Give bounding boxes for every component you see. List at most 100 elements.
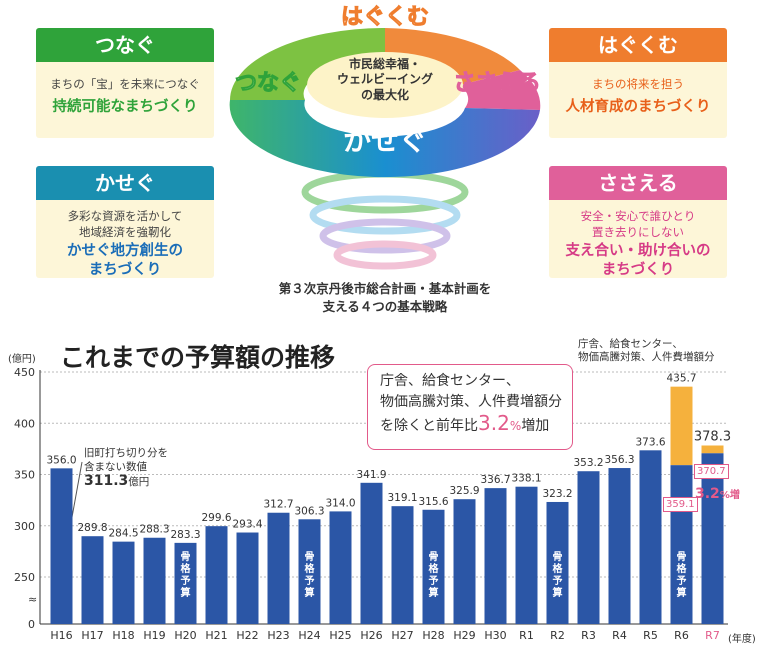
ring-center	[307, 52, 463, 118]
strategy-sub: まちの「宝」を未来につなぐ	[50, 77, 200, 91]
strategy-sub: 地域経済を強靭化	[79, 225, 171, 239]
strategy-main: 持続可能なまちづくり	[52, 99, 198, 115]
ring-segment-hagukumu	[385, 28, 520, 85]
skeleton-budget-label-R6: 格	[677, 562, 688, 575]
x-tick-label-H24: H24	[298, 629, 320, 642]
bar-H26	[360, 482, 383, 624]
skeleton-budget-label-H20: 予	[181, 575, 191, 587]
skeleton-budget-label-H28: 格	[429, 562, 440, 575]
value-label-H25: 314.0	[325, 497, 355, 509]
skeleton-budget-label-H24: 骨	[305, 551, 315, 563]
bar-R4	[608, 468, 631, 624]
value-label-H22: 293.4	[232, 519, 262, 531]
strategy-ring: 市民総幸福・ ウェルビーイング の最大化 はぐくむ つなぐ ささえる かせぐ	[229, 5, 541, 270]
x-tick-label-R2: R2	[550, 629, 565, 642]
value-label-H26: 341.9	[356, 469, 386, 481]
skeleton-budget-label-H24: 算	[304, 586, 315, 599]
bar-H30	[484, 488, 507, 624]
x-tick-label-H25: H25	[329, 629, 351, 642]
bar-H29	[453, 499, 476, 624]
bar-R1	[515, 486, 538, 624]
x-tick-label-H18: H18	[112, 629, 134, 642]
strategy-main: 人材育成のまちづくり	[565, 99, 711, 115]
y-tick-label: 350	[14, 469, 35, 482]
ring-center-line2: ウェルビーイング	[337, 71, 433, 86]
ring-caption-line1: 第３次京丹後市総合計画・基本計画を	[278, 281, 492, 296]
skeleton-budget-label-R6: 骨	[677, 551, 687, 563]
skeleton-budget-label-R2: 予	[553, 575, 563, 587]
x-tick-label-H19: H19	[143, 629, 165, 642]
x-tick-label-H30: H30	[484, 629, 506, 642]
x-tick-label-R4: R4	[612, 629, 627, 642]
x-tick-label-R6: R6	[674, 629, 689, 642]
value-label-H28: 315.6	[418, 496, 448, 508]
value-label-H19: 288.3	[139, 524, 169, 536]
r6-note-line1: 庁舎、給食センター、	[578, 338, 683, 350]
value-label-H24: 306.3	[294, 505, 324, 517]
bar-H18	[112, 541, 135, 624]
skeleton-budget-label-R2: 算	[552, 586, 563, 599]
y-tick-label: 400	[14, 417, 35, 430]
strategy-main: 支え合い・助け合いの	[565, 243, 711, 259]
callout-tail: 増加	[521, 418, 550, 434]
chart-title: これまでの予算額の推移	[60, 343, 336, 372]
x-tick-label-H27: H27	[391, 629, 413, 642]
bar-R2	[546, 501, 569, 624]
bar-H16	[50, 468, 73, 624]
value-label-R3: 353.2	[573, 457, 603, 469]
skeleton-budget-label-R6: 算	[676, 586, 687, 599]
x-tick-label-R5: R5	[643, 629, 658, 642]
ring-segment-tsunagu	[230, 28, 385, 100]
skeleton-budget-label-H24: 予	[305, 575, 315, 587]
ring-label-kasegu: かせぐ	[343, 124, 427, 157]
value-label-R1: 338.1	[511, 473, 541, 485]
r6-base-value-label: 359.1	[663, 497, 698, 512]
ring-label-sasaeru: ささえる	[453, 71, 540, 96]
skeleton-budget-label-R2: 格	[553, 562, 564, 575]
value-label-R2: 323.2	[542, 488, 572, 500]
value-label-H29: 325.9	[449, 485, 479, 497]
x-tick-label-H29: H29	[453, 629, 475, 642]
x-tick-label-H16: H16	[50, 629, 72, 642]
callout-line2: 物価高騰対策、人件費増額分	[380, 394, 562, 410]
h16-leader-line	[71, 461, 83, 521]
spiral-decoration	[301, 170, 469, 270]
y-tick-label: 0	[28, 618, 35, 631]
strategy-card-sasaeru: ささえる 安全・安心で誰ひとり 置き去りにしない 支え合い・助け合いの まちづく…	[549, 166, 727, 278]
strategy-heading: はぐくむ	[549, 28, 727, 62]
y-tick-label: 450	[14, 366, 35, 379]
y-tick-label: 300	[14, 520, 35, 533]
callout-line3: を除くと前年比	[380, 418, 478, 434]
x-tick-label-H22: H22	[236, 629, 258, 642]
skeleton-budget-label-H24: 格	[305, 562, 316, 575]
bar-H22	[236, 532, 259, 624]
bar-H27	[391, 506, 414, 624]
ring-center-line3: の最大化	[361, 87, 409, 102]
r7-base-value-label: 370.7	[694, 464, 729, 479]
x-tick-label-H21: H21	[205, 629, 227, 642]
skeleton-budget-label-H20: 算	[180, 586, 191, 599]
skeleton-budget-label-R2: 骨	[553, 551, 563, 563]
strategy-card-tsunagu: つなぐ まちの「宝」を未来につなぐ 持続可能なまちづくり	[36, 28, 214, 138]
h16-note-unit: 億円	[128, 476, 150, 488]
bar-R5	[639, 450, 662, 624]
x-tick-label-H23: H23	[267, 629, 289, 642]
r7-increase-unit: %増	[719, 490, 740, 501]
r7-increase-label: 3.2%増	[695, 486, 740, 502]
strategy-card-kasegu: かせぐ 多彩な資源を活かして 地域経済を強靭化 かせぐ地方創生の まちづくり	[36, 166, 214, 278]
strategy-sub: まちの将来を担う	[592, 77, 684, 91]
value-label-H23: 312.7	[263, 499, 293, 511]
x-tick-label-R7: R7	[705, 629, 720, 642]
skeleton-budget-label-H20: 骨	[181, 551, 191, 563]
callout-pct-unit: %	[509, 419, 522, 433]
bar-H28	[422, 509, 445, 624]
x-tick-label-H17: H17	[81, 629, 103, 642]
ring-segment-sasaeru	[460, 70, 541, 110]
r6-note-line2: 物価高騰対策、人件費増額分	[578, 351, 715, 363]
strategy-sub: 多彩な資源を活かして	[67, 209, 183, 223]
x-tick-label-R3: R3	[581, 629, 596, 642]
ring-label-tsunagu: つなぐ	[235, 71, 301, 96]
callout-pct: 3.2	[478, 411, 510, 435]
bar-H19	[143, 537, 166, 624]
